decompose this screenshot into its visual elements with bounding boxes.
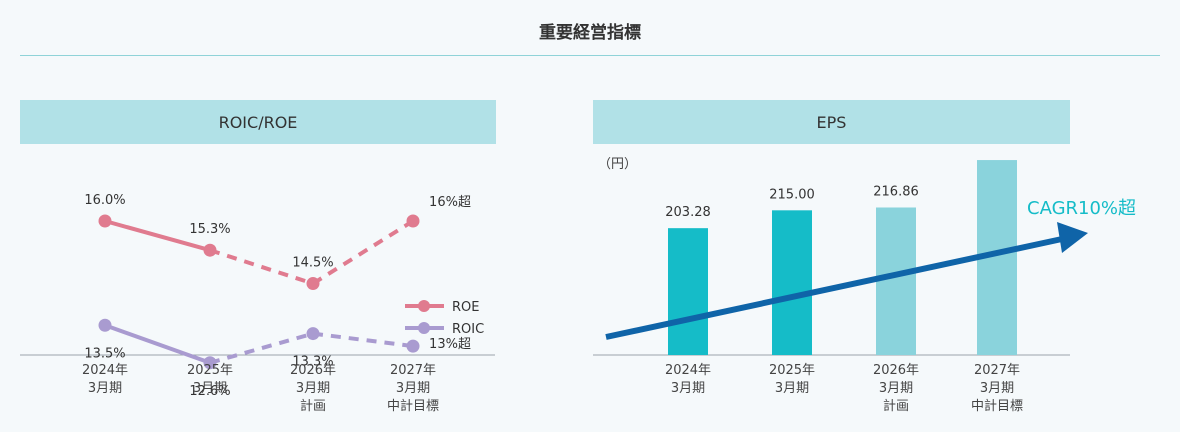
eps-bar	[876, 207, 916, 355]
eps-x-tick-label: 3月期	[775, 381, 809, 396]
eps-panel-title: EPS	[816, 112, 847, 132]
roic-data-label: 13.3%	[292, 355, 333, 370]
roe-point	[203, 243, 217, 257]
roe-data-label: 16.0%	[84, 193, 125, 208]
eps-bar-value-label: 216.86	[873, 184, 919, 199]
eps-x-tick-label: 2027年	[974, 363, 1020, 378]
roe-legend-label: ROE	[452, 300, 479, 315]
eps-bar-value-label: 215.00	[769, 187, 815, 202]
roe-data-label: 14.5%	[292, 256, 333, 271]
eps-x-tick-label: 3月期	[879, 381, 913, 396]
roic-roe-panel-header: ROIC/ROE	[20, 100, 496, 144]
roic-x-tick-label: 3月期	[88, 381, 122, 396]
eps-unit-label: （円）	[598, 157, 637, 172]
page-title: 重要経営指標	[539, 23, 641, 43]
roic-x-tick-label: 3月期	[396, 381, 430, 396]
cagr-arrow-shaft	[605, 236, 1063, 340]
roe-legend-marker	[418, 300, 430, 312]
eps-x-tick-label: 中計目標	[971, 398, 1023, 414]
roe-point	[406, 214, 420, 228]
roic-x-tick-label: 2025年	[187, 363, 233, 378]
cagr-arrow-head	[1057, 222, 1088, 253]
roic-data-label: 13%超	[429, 337, 471, 352]
eps-bar	[772, 210, 812, 355]
roic-x-tick-label: 3月期	[193, 381, 227, 396]
roic-legend-marker	[418, 322, 430, 334]
roic-line-segment	[312, 331, 414, 349]
roic-x-tick-label: 2027年	[390, 363, 436, 378]
roe-data-label: 16%超	[429, 195, 471, 210]
roic-legend-label: ROIC	[452, 322, 484, 337]
eps-x-tick-label: 2025年	[769, 363, 815, 378]
roic-x-tick-label: 計画	[300, 398, 326, 414]
eps-bar	[668, 228, 708, 355]
eps-x-tick-label: 3月期	[671, 381, 705, 396]
roe-point	[98, 214, 112, 228]
eps-panel-header: EPS	[593, 100, 1070, 144]
title-divider	[20, 55, 1160, 56]
roe-point	[306, 277, 320, 291]
roic-x-tick-label: 中計目標	[387, 398, 439, 414]
cagr-annotation: CAGR10%超	[1027, 198, 1136, 219]
roic-x-tick-label: 3月期	[296, 381, 330, 396]
eps-x-tick-label: 3月期	[980, 381, 1014, 396]
roic-point	[406, 339, 420, 353]
roe-line-segment	[104, 219, 211, 253]
roic-x-tick-label: 2024年	[82, 363, 128, 378]
roic-x-tick-label: 2026年	[290, 363, 336, 378]
roe-data-label: 15.3%	[189, 222, 230, 237]
roe-line-segment	[209, 248, 314, 286]
eps-x-tick-label: 2024年	[665, 363, 711, 378]
roic-point	[203, 356, 217, 370]
roic-roe-panel-title: ROIC/ROE	[218, 112, 298, 132]
eps-bar-value-label: 203.28	[665, 205, 711, 220]
roe-line-segment	[311, 219, 415, 286]
eps-x-tick-label: 計画	[883, 398, 909, 414]
roic-point	[98, 318, 112, 332]
eps-x-tick-label: 2026年	[873, 363, 919, 378]
roic-line-segment	[104, 323, 211, 365]
roic-data-label: 12.6%	[189, 384, 230, 399]
roic-point	[306, 327, 320, 341]
roic-data-label: 13.5%	[84, 346, 125, 361]
